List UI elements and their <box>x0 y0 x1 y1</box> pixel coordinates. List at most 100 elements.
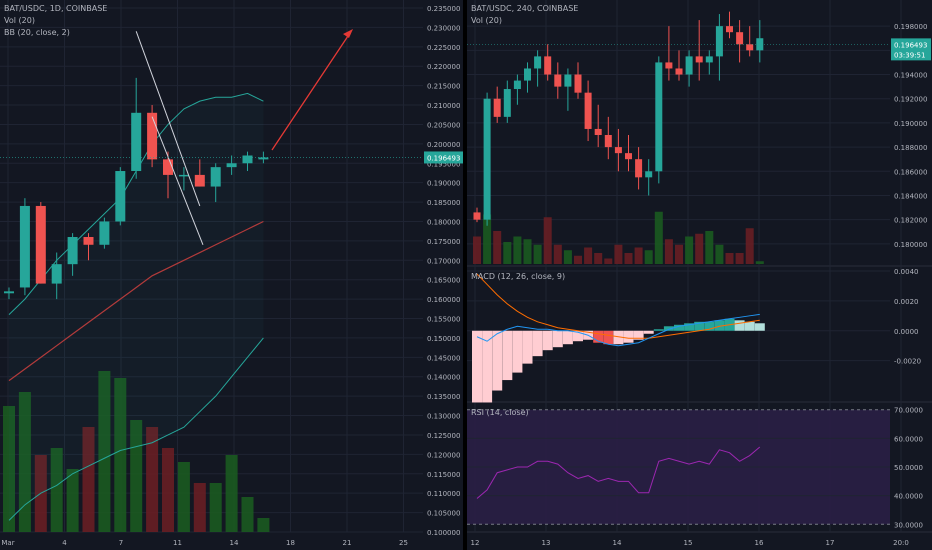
candle-body <box>115 171 126 222</box>
candle-body <box>705 56 713 63</box>
price-tick-label: 0.188000 <box>894 144 927 152</box>
candle-body <box>685 56 693 75</box>
candle-body <box>715 26 723 57</box>
price-tick-label: 0.115000 <box>427 471 460 479</box>
volume-bar <box>553 244 562 264</box>
macd-histogram-bar <box>593 330 604 343</box>
price-tick-label: 0.184000 <box>894 192 927 200</box>
macd-histogram-bar <box>472 330 482 403</box>
price-tick-label: 0.105000 <box>427 510 460 518</box>
volume-bar <box>209 483 222 532</box>
volume-bar <box>130 420 143 532</box>
candle-body <box>483 98 491 220</box>
time-tick-label: Mar <box>1 539 14 547</box>
macd-histogram-bar <box>623 330 634 343</box>
price-tick-label: 0.185000 <box>427 199 460 207</box>
price-tick-label: 0.220000 <box>427 63 460 71</box>
macd-tick-label: 0.0020 <box>894 298 919 306</box>
macd-histogram-bar <box>552 330 563 348</box>
price-tick-label: 0.110000 <box>427 490 460 498</box>
macd-histogram-bar <box>573 330 583 342</box>
rsi-tick-label: 30.0000 <box>894 521 923 529</box>
time-tick-label: 7 <box>119 539 123 547</box>
macd-histogram-bar <box>643 330 654 334</box>
price-tick-label: 0.198000 <box>894 23 927 31</box>
rsi-legend: RSI (14, close) <box>471 408 529 417</box>
volume-bar <box>225 455 238 532</box>
volume-bar <box>695 233 704 264</box>
h4-chart-pane[interactable]: 12131415161720:00.1980000.1960000.194000… <box>467 0 932 550</box>
pane-divider[interactable] <box>463 0 467 550</box>
volume-bar <box>483 214 492 264</box>
daily-chart-canvas[interactable]: 0.235000 0.230000 0.225000 0.220000 0.215000… <box>0 0 463 550</box>
macd-histogram-bar <box>532 330 543 357</box>
rsi-tick-label: 50.0000 <box>894 464 923 472</box>
candle-body <box>131 112 142 172</box>
rsi-tick-label: 70.0000 <box>894 407 923 415</box>
candle-body <box>83 237 94 245</box>
price-tick-label: 0.140000 <box>427 374 460 382</box>
macd-tick-label: 0.0040 <box>894 268 919 276</box>
candle-body <box>503 89 511 117</box>
macd-histogram-bar <box>754 323 765 331</box>
macd-histogram-bar <box>512 330 523 373</box>
breakout-arrow <box>271 32 351 151</box>
time-tick-label: 25 <box>399 539 408 547</box>
macd-tick-label: 0.0000 <box>894 328 919 336</box>
h4-chart-canvas[interactable]: 12131415161720:00.1980000.1960000.194000… <box>467 0 932 550</box>
macd-histogram-bar <box>694 321 705 331</box>
volume-bar <box>503 242 512 264</box>
macd-histogram-bar <box>734 320 745 331</box>
volume-bar <box>3 406 15 532</box>
macd-histogram-bar <box>562 330 573 345</box>
macd-histogram-bar <box>482 330 493 403</box>
bb-band-fill <box>9 93 264 521</box>
volume-bar <box>114 378 127 532</box>
volume-bar <box>241 497 254 532</box>
time-tick-label: 18 <box>286 539 295 547</box>
current-price-badge <box>424 151 463 164</box>
time-tick-label: 21 <box>343 539 352 547</box>
volume-bar <box>146 427 159 532</box>
time-tick-label: 20:0 <box>893 539 909 547</box>
price-tick-label: 0.190000 <box>894 120 927 128</box>
macd-histogram-bar <box>704 321 715 331</box>
time-tick-label: 13 <box>542 539 551 547</box>
volume-bar <box>755 261 764 264</box>
breakout-arrowhead <box>343 29 353 38</box>
candle-body <box>35 205 46 284</box>
daily-chart-pane[interactable]: 0.235000 0.230000 0.225000 0.220000 0.215000… <box>0 0 463 550</box>
price-tick-label: 0.170000 <box>427 257 460 265</box>
macd-histogram-bar <box>492 330 503 391</box>
volume-bar <box>563 250 572 264</box>
macd-histogram-bar <box>653 329 664 331</box>
price-tick-label: 0.155000 <box>427 316 460 324</box>
daily-volume-legend: Vol (20) <box>4 16 35 25</box>
volume-bar <box>705 231 714 264</box>
rsi-line <box>476 446 761 499</box>
macd-histogram-bar <box>744 321 755 331</box>
macd-tick-label: -0.0020 <box>894 358 921 366</box>
time-tick-label: 17 <box>826 539 835 547</box>
price-tick-label: 0.175000 <box>427 238 460 246</box>
candle-body <box>756 38 764 51</box>
bb-lower-line <box>8 337 264 521</box>
volume-bar <box>604 258 613 264</box>
price-tick-label: 0.186000 <box>894 168 927 176</box>
rsi-tick-label: 40.0000 <box>894 493 923 501</box>
volume-bar <box>715 244 724 264</box>
volume-bar <box>493 231 502 264</box>
volume-bar <box>634 247 643 264</box>
macd-signal-line <box>476 273 760 339</box>
h4-symbol-legend: BAT/USDC, 240, COINBASE <box>471 4 579 13</box>
volume-bar <box>685 236 694 264</box>
volume-bar <box>654 211 663 264</box>
price-tick-label: 0.194000 <box>894 72 927 80</box>
price-tick-label: 0.165000 <box>427 277 460 285</box>
candle-body <box>564 74 572 87</box>
macd-histogram-bar <box>603 330 614 345</box>
price-tick-label: 0.150000 <box>427 335 460 343</box>
price-tick-label: 0.215000 <box>427 83 460 91</box>
volume-bar <box>473 236 481 264</box>
volume-bar <box>584 247 593 264</box>
